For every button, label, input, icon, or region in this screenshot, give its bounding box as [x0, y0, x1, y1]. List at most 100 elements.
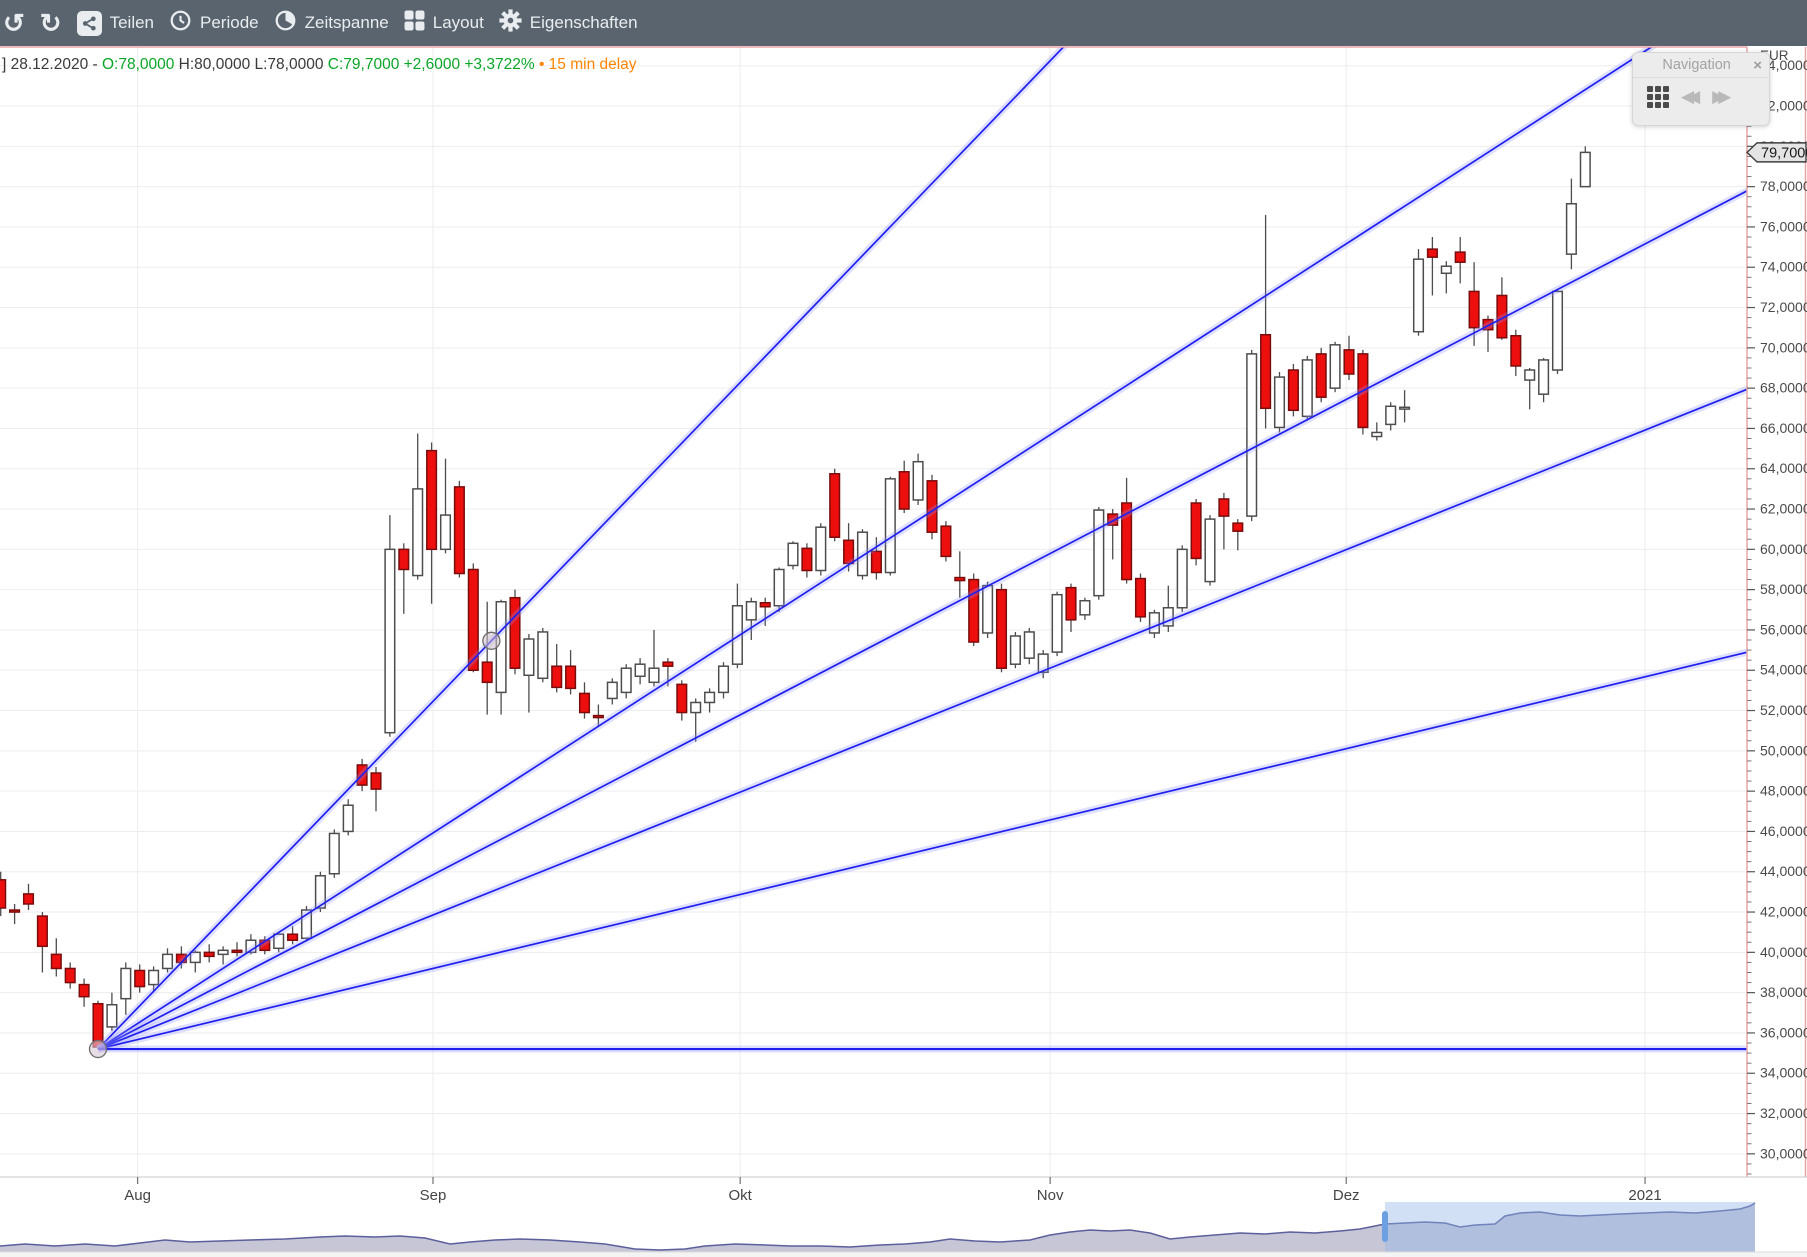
candle: [1343, 349, 1355, 375]
share-button-label: Teilen: [109, 13, 155, 32]
undo-icon: ↺: [3, 8, 25, 38]
candle: [1510, 334, 1522, 367]
grid-view-icon[interactable]: [1647, 86, 1669, 108]
periode-button[interactable]: Periode: [169, 9, 259, 37]
candle: [64, 967, 76, 984]
svg-text:44,0000: 44,0000: [1760, 863, 1807, 879]
candle: [662, 661, 674, 667]
candle: [189, 951, 201, 964]
candle: [926, 480, 938, 533]
candle: [384, 548, 396, 734]
svg-text:30,0000: 30,0000: [1760, 1145, 1807, 1161]
candle: [745, 600, 757, 621]
last-price-badge: 79,7000: [1745, 142, 1807, 163]
close-icon[interactable]: ×: [1753, 56, 1762, 74]
candle: [1190, 502, 1202, 560]
gridlines: [0, 47, 1747, 1177]
month-label: Nov: [1037, 1187, 1064, 1204]
month-label: Dez: [1333, 1187, 1360, 1204]
candle: [773, 568, 785, 607]
svg-text:48,0000: 48,0000: [1760, 783, 1807, 799]
candle: [148, 969, 160, 986]
layout-button-label: Layout: [432, 13, 484, 32]
candle: [676, 683, 688, 714]
range-navigator[interactable]: [0, 1202, 1756, 1252]
layout-grid-icon: [404, 10, 425, 36]
price-axis[interactable]: EUR30,000032,000034,000036,000038,000040…: [1747, 48, 1807, 1175]
candle: [1246, 353, 1258, 517]
candle: [731, 605, 743, 665]
navigation-panel-body: ◀◀ ▶▶: [1633, 78, 1769, 108]
svg-text:34,0000: 34,0000: [1760, 1065, 1807, 1081]
fan-anchor-handle[interactable]: [482, 631, 501, 650]
candle: [1565, 203, 1577, 255]
candle: [412, 488, 424, 577]
gann-fan-lines[interactable]: [88, 46, 1753, 1059]
svg-text:40,0000: 40,0000: [1760, 944, 1807, 960]
navigator-selection[interactable]: [1385, 1202, 1755, 1252]
svg-text:52,0000: 52,0000: [1760, 702, 1807, 718]
time-axis[interactable]: Aug Sep Okt Nov Dez 2021: [0, 1176, 1807, 1204]
candle: [843, 539, 855, 565]
candlestick-chart-canvas[interactable]: EUR30,000032,000034,000036,000038,000040…: [0, 46, 1807, 1257]
fan-anchor-handle[interactable]: [88, 1039, 108, 1059]
timespan-icon: [274, 9, 297, 37]
candle: [1551, 290, 1564, 371]
periode-button-label: Periode: [200, 13, 259, 32]
candle: [801, 547, 813, 572]
candle: [1482, 318, 1494, 331]
candle: [370, 772, 382, 790]
candle: [787, 542, 799, 567]
forward-icon[interactable]: ▶▶: [1712, 87, 1731, 106]
candle: [912, 460, 924, 501]
candle: [856, 531, 869, 577]
candle: [0, 879, 7, 909]
candle: [1037, 653, 1049, 674]
candle: [565, 665, 577, 690]
svg-text:42,0000: 42,0000: [1760, 904, 1807, 920]
svg-text:64,0000: 64,0000: [1760, 460, 1807, 476]
candle: [1232, 522, 1244, 532]
svg-text:70,0000: 70,0000: [1760, 339, 1807, 355]
candle: [1260, 333, 1272, 410]
candle: [717, 665, 730, 694]
rewind-icon[interactable]: ◀◀: [1681, 87, 1700, 106]
candle: [106, 1003, 118, 1028]
svg-text:36,0000: 36,0000: [1760, 1024, 1807, 1040]
candle: [551, 665, 563, 689]
candle: [426, 449, 438, 551]
layout-button[interactable]: Layout: [404, 10, 484, 36]
candle: [1218, 498, 1230, 517]
candle: [203, 951, 215, 958]
candle: [1454, 251, 1466, 263]
navigation-panel: Navigation × ◀◀ ▶▶: [1632, 52, 1770, 126]
navigator-area: [0, 1203, 1755, 1252]
month-label: Okt: [729, 1187, 753, 1204]
navigator-selection-handle[interactable]: [1382, 1211, 1388, 1242]
svg-text:84,0000: 84,0000: [1760, 57, 1807, 73]
svg-text:56,0000: 56,0000: [1760, 621, 1807, 637]
redo-button[interactable]: ↻: [40, 10, 62, 36]
candle: [690, 701, 702, 714]
candle: [982, 584, 994, 634]
candle: [134, 969, 146, 988]
svg-text:66,0000: 66,0000: [1760, 420, 1807, 436]
candle: [815, 526, 827, 572]
candle: [884, 478, 896, 574]
eigenschaften-button[interactable]: Eigenschaften: [499, 9, 638, 37]
candle: [1065, 586, 1077, 621]
chart-area: EUR 30,0000 32,0000 34,0000 36,0000 38,0000 40…: [0, 46, 1807, 1257]
undo-button[interactable]: ↺: [3, 10, 25, 36]
candle: [968, 578, 980, 643]
svg-text:74,0000: 74,0000: [1760, 259, 1807, 275]
candle: [287, 933, 299, 941]
candle: [1371, 431, 1383, 438]
zeitspanne-button[interactable]: Zeitspanne: [274, 9, 389, 37]
share-icon: [76, 10, 102, 36]
candle: [453, 486, 465, 575]
candle: [1385, 405, 1397, 426]
candle: [1107, 513, 1119, 526]
quote-high-low: H:80,0000 L:78,0000: [178, 56, 328, 73]
share-button[interactable]: Teilen: [76, 10, 155, 36]
scroll-strip[interactable]: [0, 1252, 1807, 1257]
